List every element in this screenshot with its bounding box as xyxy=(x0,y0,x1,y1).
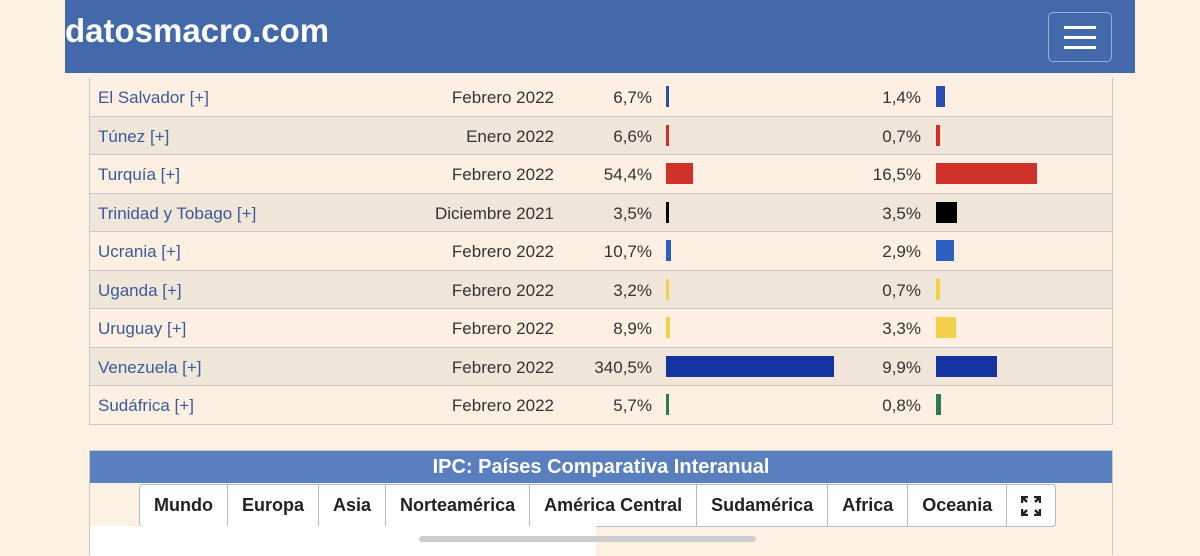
ipc2-value: 9,9% xyxy=(882,357,921,377)
date: Febrero 2022 xyxy=(451,165,554,184)
table-row: Túnez [+] Enero 2022 6,6% 0,7% xyxy=(90,115,1112,154)
ipc2-value: 1,4% xyxy=(882,88,921,107)
table-row: Trinidad y Tobago [+] Diciembre 2021 3,5% 3… xyxy=(90,192,1112,231)
ipc-bar xyxy=(666,317,671,338)
ipc2-bar xyxy=(936,278,941,300)
ipc-value: 6,7% xyxy=(613,88,652,107)
date: Febrero 2022 xyxy=(451,280,554,300)
country-link[interactable]: Trinidad y Tobago [+] xyxy=(98,203,257,223)
table-row: Uganda [+] Febrero 2022 3,2% 0,7% xyxy=(90,269,1112,308)
country-link[interactable]: Uruguay [+] xyxy=(98,319,187,338)
tab[interactable]: Mundo xyxy=(140,485,228,526)
table-row: Sudáfrica [+] Febrero 2022 5,7% 0,8% xyxy=(90,385,1112,424)
date: Enero 2022 xyxy=(466,126,554,146)
table-row: Turquía [+] Febrero 2022 54,4% 16,5% xyxy=(90,154,1112,193)
ipc-value: 8,9% xyxy=(613,319,652,338)
ipc-bar xyxy=(666,201,669,223)
ipc-bar xyxy=(666,124,670,146)
ipc2-value: 3,5% xyxy=(882,203,921,223)
ipc2-bar xyxy=(936,163,1037,184)
ipc2-bar xyxy=(936,201,958,223)
ipc-value: 340,5% xyxy=(594,357,652,377)
ipc-value: 10,7% xyxy=(603,242,652,261)
country-link[interactable]: Venezuela [+] xyxy=(98,357,202,377)
tab[interactable]: Norteamérica xyxy=(386,485,531,526)
ipc-bar xyxy=(666,86,670,107)
ipc2-value: 16,5% xyxy=(872,165,921,184)
ipc-bar xyxy=(666,394,669,415)
country-link[interactable]: Ucrania [+] xyxy=(98,242,181,261)
table-row: Ucrania [+] Febrero 2022 10,7% 2,9% xyxy=(90,231,1112,270)
ipc2-bar xyxy=(936,240,954,261)
ipc-value: 3,2% xyxy=(613,280,652,300)
tab[interactable]: Oceania xyxy=(908,485,1008,526)
date: Diciembre 2021 xyxy=(434,203,554,223)
country-link[interactable]: Uganda [+] xyxy=(98,280,182,300)
ipc-value: 54,4% xyxy=(603,165,652,184)
ipc2-bar xyxy=(936,394,941,415)
ipc-bar xyxy=(666,163,693,184)
date: Febrero 2022 xyxy=(451,319,554,338)
ipc-bar xyxy=(666,355,834,377)
ipc2-bar xyxy=(936,355,997,377)
expand-icon xyxy=(1021,495,1042,516)
ipc-value: 5,7% xyxy=(613,396,652,415)
expand-button[interactable] xyxy=(1007,485,1055,526)
country-link[interactable]: Turquía [+] xyxy=(98,165,181,184)
table-row: Venezuela [+] Febrero 2022 340,5% 9,9% xyxy=(90,346,1112,385)
header: datosmacro.com xyxy=(65,0,1135,73)
ipc2-value: 0,8% xyxy=(882,396,921,415)
tab[interactable]: Europa xyxy=(228,485,319,526)
menu-button[interactable] xyxy=(1048,12,1112,62)
table-row: Uruguay [+] Febrero 2022 8,9% 3,3% xyxy=(90,308,1112,347)
table-row: El Salvador [+] Febrero 2022 6,7% 1,4% xyxy=(90,78,1112,116)
table: El Salvador [+] Febrero 2022 6,7% 1,4% Túnez… xyxy=(89,78,1113,425)
ipc2-bar xyxy=(936,124,941,146)
country-link[interactable]: Sudáfrica [+] xyxy=(98,396,194,415)
country-link[interactable]: Túnez [+] xyxy=(98,126,170,146)
section: IPC: Países Comparativa Interanual Mundo… xyxy=(89,450,1113,556)
ipc-bar xyxy=(666,240,672,261)
ipc2-value: 0,7% xyxy=(882,126,921,146)
tabs: Mundo Europa Asia Norteamérica América Centr… xyxy=(139,484,1057,527)
tab[interactable]: Asia xyxy=(319,485,387,526)
scrollbar[interactable] xyxy=(419,536,756,542)
ipc2-value: 2,9% xyxy=(882,242,921,261)
tab[interactable]: América Central xyxy=(530,485,698,526)
section-title: IPC: Países Comparativa Interanual xyxy=(90,451,1112,483)
tab[interactable]: Africa xyxy=(828,485,909,526)
date: Febrero 2022 xyxy=(451,242,554,261)
ipc2-value: 0,7% xyxy=(882,280,921,300)
ipc2-bar xyxy=(936,86,945,107)
tab[interactable]: Sudamérica xyxy=(697,485,829,526)
ipc2-bar xyxy=(936,317,957,338)
date: Febrero 2022 xyxy=(451,88,554,107)
ipc-bar xyxy=(666,278,669,300)
country-link[interactable]: El Salvador [+] xyxy=(98,88,210,107)
ipc2-value: 3,3% xyxy=(882,319,921,338)
date: Febrero 2022 xyxy=(451,357,554,377)
ipc-value: 6,6% xyxy=(613,126,652,146)
logo[interactable]: datosmacro.com xyxy=(65,12,330,49)
ipc-value: 3,5% xyxy=(613,203,652,223)
date: Febrero 2022 xyxy=(451,396,554,415)
